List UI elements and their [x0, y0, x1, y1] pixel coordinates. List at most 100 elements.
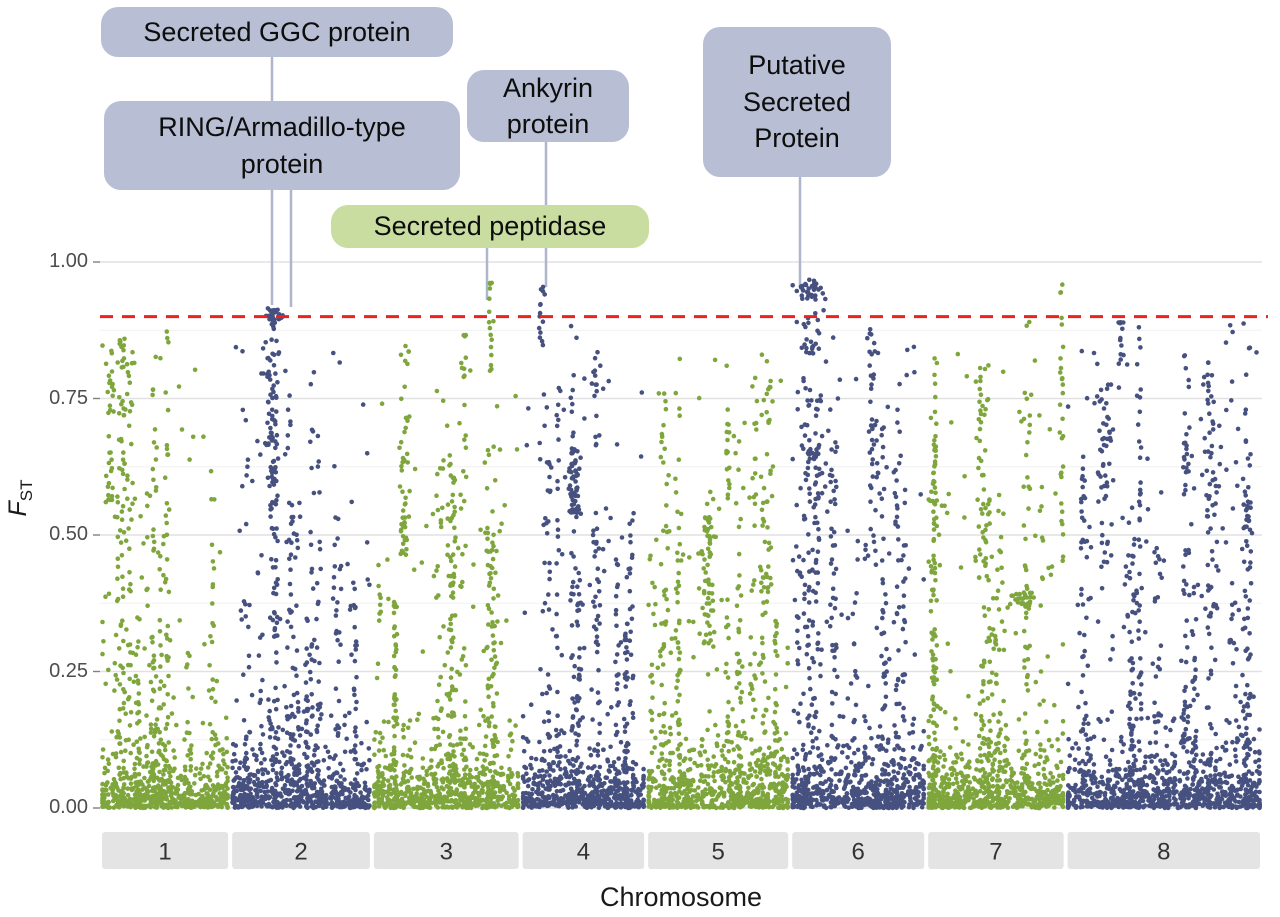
data-point — [458, 741, 464, 746]
data-point — [491, 532, 496, 538]
data-point — [378, 609, 384, 615]
data-point — [348, 801, 353, 806]
data-point — [649, 750, 655, 756]
data-point — [127, 723, 133, 728]
data-point — [323, 744, 328, 750]
data-point — [162, 743, 168, 749]
data-point — [289, 735, 295, 741]
data-point — [287, 556, 292, 562]
data-point — [575, 789, 580, 795]
data-point — [665, 607, 671, 613]
data-point — [415, 786, 420, 792]
data-point — [581, 645, 587, 651]
data-point — [393, 762, 398, 768]
data-point — [649, 805, 654, 810]
data-point — [666, 473, 671, 478]
data-point — [513, 723, 518, 728]
data-point — [237, 528, 242, 534]
data-point — [387, 798, 392, 804]
data-point — [485, 530, 491, 536]
data-point — [383, 753, 389, 759]
data-point — [326, 774, 332, 780]
data-point — [510, 738, 515, 744]
data-point — [215, 741, 221, 746]
data-point — [547, 748, 553, 754]
data-point — [665, 785, 671, 791]
data-point — [859, 777, 864, 782]
data-point — [481, 713, 486, 719]
data-point — [162, 747, 168, 753]
data-point — [576, 570, 581, 576]
data-point — [558, 388, 563, 394]
data-point — [437, 634, 443, 640]
data-point — [165, 714, 171, 720]
data-point — [190, 694, 195, 700]
data-point — [166, 655, 171, 660]
data-point — [230, 793, 235, 798]
data-point — [307, 669, 313, 675]
data-point — [260, 771, 266, 777]
data-point — [759, 589, 764, 594]
data-point — [293, 555, 298, 560]
data-point — [289, 760, 294, 765]
data-point — [445, 502, 451, 507]
data-point — [480, 783, 486, 788]
data-point — [831, 800, 837, 805]
data-point — [247, 772, 252, 778]
data-point — [164, 758, 169, 764]
data-point — [460, 579, 465, 585]
data-point — [478, 707, 484, 713]
data-point — [164, 632, 169, 638]
data-point — [393, 643, 399, 649]
data-point — [661, 422, 666, 428]
data-point — [613, 732, 619, 738]
data-point — [284, 730, 290, 735]
data-point — [264, 779, 269, 785]
data-point — [760, 782, 765, 787]
data-point — [570, 696, 575, 701]
data-point — [449, 666, 455, 672]
data-point — [490, 633, 496, 638]
data-point — [142, 734, 147, 740]
data-point — [430, 511, 436, 517]
data-point — [288, 743, 293, 748]
data-point — [161, 795, 166, 801]
data-point — [210, 750, 216, 755]
data-point — [381, 747, 387, 753]
data-point — [855, 786, 860, 792]
data-point — [774, 630, 779, 636]
data-point — [128, 581, 133, 587]
data-point — [623, 762, 628, 767]
data-point — [890, 758, 896, 763]
data-point — [128, 650, 133, 655]
data-point — [170, 796, 175, 801]
data-point — [800, 747, 806, 753]
data-point — [317, 539, 323, 545]
data-point — [491, 744, 496, 750]
data-point — [327, 754, 333, 760]
data-point — [315, 723, 321, 728]
data-point — [808, 730, 814, 735]
data-point — [751, 781, 757, 787]
data-point — [288, 567, 293, 572]
data-point — [251, 796, 256, 802]
data-point — [254, 803, 260, 809]
data-point — [592, 748, 597, 753]
data-point — [401, 770, 407, 776]
data-point — [531, 775, 537, 781]
data-point — [157, 629, 163, 634]
data-point — [605, 789, 610, 795]
data-point — [576, 592, 582, 597]
data-point — [210, 730, 215, 735]
data-point — [705, 763, 711, 768]
data-point — [316, 679, 322, 684]
data-point — [120, 594, 126, 599]
data-point — [658, 653, 663, 659]
data-point — [315, 767, 320, 773]
data-point — [712, 764, 717, 769]
data-point — [748, 635, 754, 640]
data-point — [497, 528, 503, 534]
data-point — [733, 450, 738, 456]
data-point — [187, 457, 192, 462]
data-point — [260, 346, 266, 351]
